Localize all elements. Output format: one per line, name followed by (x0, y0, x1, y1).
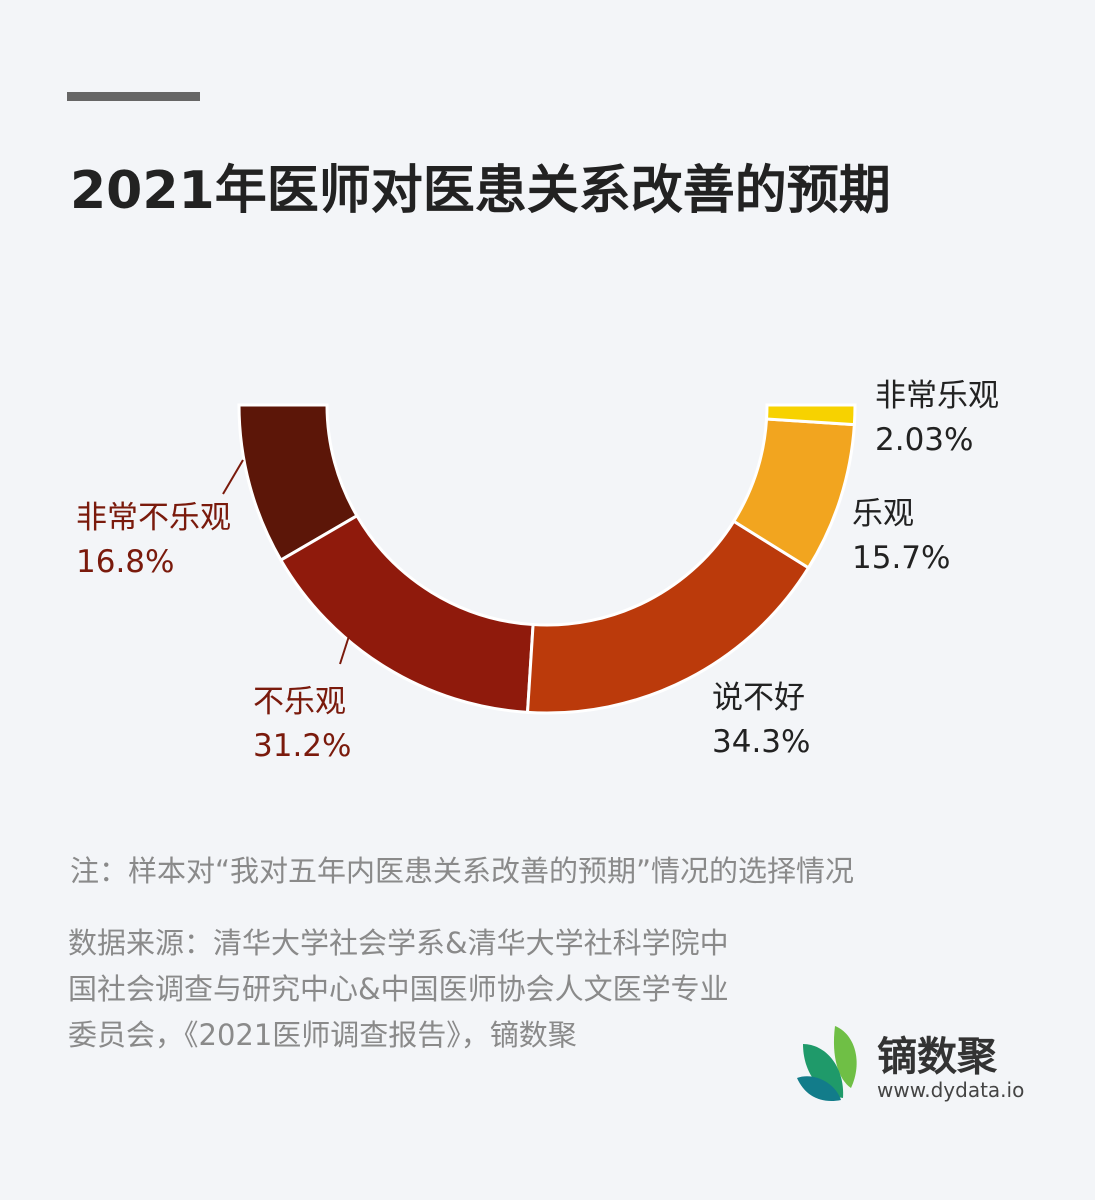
slice-value-label: 2.03% (875, 422, 973, 458)
slice-name-label: 乐观 (852, 496, 914, 532)
slice-value-label: 34.3% (712, 724, 810, 760)
slice-name-label: 非常乐观 (875, 378, 999, 414)
slice-value-label: 31.2% (253, 728, 351, 764)
slice-name-label: 说不好 (712, 680, 805, 716)
leader-line (339, 635, 350, 665)
chart-note: 注：样本对“我对五年内医患关系改善的预期”情况的选择情况 (70, 854, 855, 888)
slice-value-label: 15.7% (852, 540, 950, 576)
slice-5 (764, 403, 857, 427)
leaf-icon (797, 1026, 857, 1102)
data-source: 数据来源：清华大学社会学系&清华大学社科学院中国社会调查与研究中心&中国医师协会… (68, 926, 729, 1052)
slice-value-label: 16.8% (76, 544, 174, 580)
slice-name-label: 非常不乐观 (76, 500, 231, 536)
semi-donut-chart: 非常不乐观 16.8% 不乐观 31.2% 说不好 34.3% 乐观 15.7% 非常乐观 2.0… (76, 378, 999, 764)
chart-title: 2021年医师对医患关系改善的预期 (70, 161, 891, 221)
brand-block: 镝数聚 www.dydata.io (795, 1018, 1055, 1108)
slice-name-label: 不乐观 (253, 684, 346, 720)
brand-url: www.dydata.io (877, 1078, 1025, 1102)
slice-2 (278, 513, 535, 714)
title-accent-bar (67, 92, 200, 101)
brand-name: 镝数聚 (877, 1034, 997, 1080)
leader-line (222, 459, 244, 495)
